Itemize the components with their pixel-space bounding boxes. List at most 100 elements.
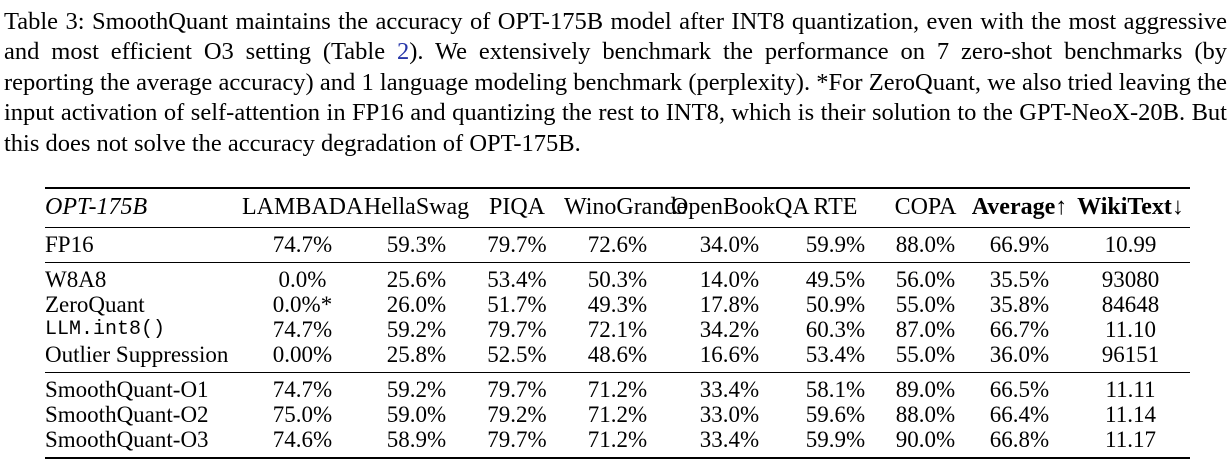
row-label: Outlier Suppression (45, 342, 229, 368)
table-cell: 11.17 (1105, 427, 1156, 453)
table-cell: 59.6% (805, 402, 866, 428)
table-cell: 25.6% (386, 267, 447, 293)
table-cell: 59.0% (386, 402, 447, 428)
row-label: LLM.int8() (45, 318, 166, 342)
row-label: FP16 (45, 232, 94, 258)
row-label: SmoothQuant-O1 (45, 377, 209, 403)
table-cell: 66.5% (989, 377, 1050, 403)
table-cell: 49.3% (587, 292, 648, 318)
table-cell: 53.4% (487, 267, 547, 293)
table-cell: 60.3% (805, 317, 866, 343)
table-2-reference-link[interactable]: 2 (396, 38, 410, 66)
column-header-lambada: LAMBADA (242, 194, 364, 221)
column-header-openbookqa: OpenBookQA (671, 194, 810, 221)
column-header-average: Average↑ (971, 194, 1068, 221)
table-cell: 71.2% (587, 427, 648, 453)
table-cell: 33.4% (699, 377, 760, 403)
table-cell: 71.2% (587, 377, 648, 403)
table-cell: 53.4% (805, 342, 866, 368)
table-cell: 96151 (1101, 342, 1160, 368)
table-cell: 55.0% (895, 292, 956, 318)
table-cell: 0.00% (272, 342, 333, 368)
table-cell: 33.4% (699, 427, 760, 453)
table-cell: 93080 (1101, 267, 1160, 293)
table-cell: 87.0% (895, 317, 956, 343)
table-cell: 35.8% (989, 292, 1050, 318)
table-cell: 79.7% (487, 427, 547, 453)
table-cell: 59.2% (386, 317, 447, 343)
table-cell: 59.3% (386, 232, 447, 258)
table-cell: 10.99 (1104, 232, 1157, 258)
table-cell: 34.0% (699, 232, 760, 258)
table-cell: 66.8% (989, 427, 1050, 453)
column-header-wikitext: WikiText↓ (1077, 194, 1184, 221)
row-label: SmoothQuant-O3 (45, 427, 209, 453)
table-cell: 72.6% (587, 232, 648, 258)
table-row: SmoothQuant-O3 74.6% 58.9% 79.7% 71.2% 33.4% 5… (45, 427, 1190, 458)
table-cell: 71.2% (587, 402, 648, 428)
table-cell: 66.9% (989, 232, 1050, 258)
table-cell: 58.9% (386, 427, 447, 453)
table-row: LLM.int8() 74.7% 59.2% 79.7% 72.1% 34.2% 60.3%… (45, 317, 1190, 342)
table-cell: 33.0% (699, 402, 760, 428)
column-header-model: OPT-175B (45, 194, 148, 221)
table-caption: Table 3: SmoothQuant maintains the accur… (4, 7, 1227, 159)
table-cell: 50.9% (805, 292, 866, 318)
table-cell: 74.7% (272, 377, 333, 403)
table-cell: 79.7% (487, 377, 547, 403)
table-cell: 16.6% (699, 342, 760, 368)
caption-text-after-link: ). We extensively benchmark the performa… (4, 38, 1227, 157)
table-row: W8A8 0.0% 25.6% 53.4% 50.3% 14.0% 49.5% 56.0% 35… (45, 263, 1190, 293)
table-cell: 88.0% (895, 402, 956, 428)
table-cell: 55.0% (895, 342, 956, 368)
table-cell: 59.2% (386, 377, 447, 403)
table-cell: 74.7% (272, 317, 333, 343)
table-cell: 25.8% (386, 342, 447, 368)
table-cell: 84648 (1101, 292, 1160, 318)
results-table: OPT-175B LAMBADA HellaSwag PIQA WinoGrande Op… (45, 187, 1190, 460)
table-cell: 79.2% (487, 402, 547, 428)
table-cell: 88.0% (895, 232, 956, 258)
table-cell: 79.7% (487, 317, 547, 343)
table-body: FP16 74.7% 59.3% 79.7% 72.6% 34.0% 59.9% 88.0% 6… (45, 228, 1190, 459)
table-row: FP16 74.7% 59.3% 79.7% 72.6% 34.0% 59.9% 88.0% 6… (45, 228, 1190, 263)
table-header: OPT-175B LAMBADA HellaSwag PIQA WinoGrande Op… (45, 188, 1190, 228)
column-header-hellaswag: HellaSwag (363, 194, 470, 221)
table-header-row: OPT-175B LAMBADA HellaSwag PIQA WinoGrande Op… (45, 188, 1190, 228)
table-cell: 90.0% (895, 427, 956, 453)
column-header-rte: RTE (813, 194, 858, 221)
table-cell: 51.7% (487, 292, 547, 318)
row-label: W8A8 (45, 267, 107, 293)
row-label: SmoothQuant-O2 (45, 402, 209, 428)
table-cell: 48.6% (587, 342, 648, 368)
table-cell: 74.7% (272, 232, 333, 258)
table-cell: 17.8% (699, 292, 760, 318)
table-cell: 11.10 (1105, 317, 1156, 343)
table-cell: 0.0%* (272, 292, 333, 318)
table-cell: 59.9% (805, 427, 866, 453)
column-header-winogrande: WinoGrande (564, 194, 687, 221)
table-cell: 36.0% (989, 342, 1050, 368)
caption-text-before-link: Table 3: SmoothQuant maintains the accur… (4, 8, 1227, 66)
table-cell: 11.11 (1105, 377, 1156, 403)
table-cell: 75.0% (272, 402, 333, 428)
table-row: SmoothQuant-O2 75.0% 59.0% 79.2% 71.2% 33.0% 5… (45, 402, 1190, 427)
table-cell: 79.7% (487, 232, 547, 258)
table-cell: 49.5% (805, 267, 866, 293)
table-cell: 59.9% (805, 232, 866, 258)
column-header-copa: COPA (894, 194, 957, 221)
table-cell: 74.6% (272, 427, 333, 453)
table-cell: 50.3% (587, 267, 648, 293)
table-row: SmoothQuant-O1 74.7% 59.2% 79.7% 71.2% 33.4% 5… (45, 373, 1190, 403)
column-header-piqa: PIQA (488, 194, 545, 221)
paper-page: Table 3: SmoothQuant maintains the accur… (0, 7, 1231, 466)
table-cell: 14.0% (699, 267, 760, 293)
table-row: ZeroQuant 0.0%* 26.0% 51.7% 49.3% 17.8% 50.9% 5… (45, 292, 1190, 317)
table-cell: 58.1% (805, 377, 866, 403)
table-cell: 89.0% (895, 377, 956, 403)
table-cell: 56.0% (895, 267, 956, 293)
table-row: Outlier Suppression 0.00% 25.8% 52.5% 48.6% 1… (45, 342, 1190, 373)
table-cell: 35.5% (989, 267, 1050, 293)
table-cell: 11.14 (1105, 402, 1156, 428)
table-cell: 34.2% (699, 317, 760, 343)
